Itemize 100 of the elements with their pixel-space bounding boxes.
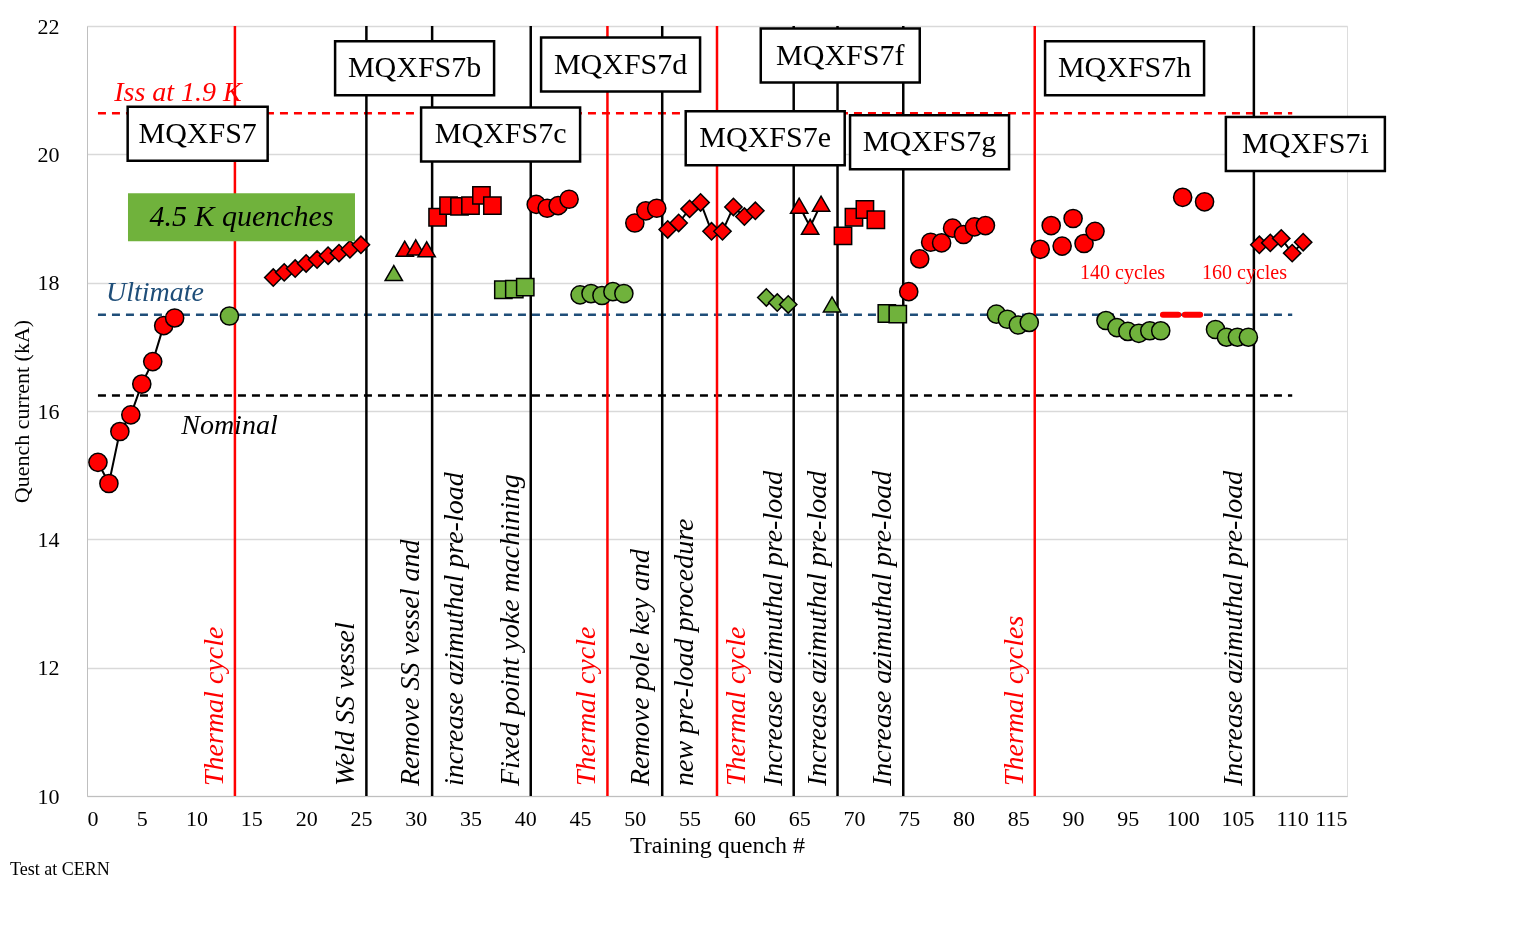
x-tick-label: 20	[295, 805, 318, 831]
point	[909, 249, 930, 269]
x-tick-label: 100	[1166, 805, 1200, 831]
point	[88, 452, 108, 473]
y-tick-label: 20	[37, 141, 60, 167]
ref-line-label: Ultimate	[105, 275, 204, 307]
point	[822, 296, 842, 313]
text: Test at CERN	[10, 859, 110, 879]
ref-line-label: Remove pole key and new pre-load procedure	[624, 518, 700, 787]
point	[975, 215, 996, 236]
point	[931, 233, 952, 253]
y-tick-label: 16	[37, 398, 60, 424]
point	[1063, 208, 1083, 229]
x-tick-label: 105	[1221, 805, 1255, 831]
point	[680, 199, 700, 219]
x-tick-label: 95	[1117, 805, 1140, 831]
x-tick-label: 75	[898, 805, 921, 831]
y-tick-label: 22	[37, 13, 60, 39]
point	[1052, 236, 1072, 256]
point	[164, 308, 185, 328]
annotation: MQXFS7i	[1242, 126, 1369, 160]
x-tick-label: 60	[733, 805, 756, 831]
point	[713, 221, 732, 241]
point	[888, 304, 908, 324]
x-tick-label: 85	[1007, 805, 1030, 831]
x-tick-label: 50	[624, 805, 647, 831]
point	[417, 241, 437, 258]
ref-line-label: Thermal cycle	[197, 626, 229, 786]
annotation: MQXFS7	[138, 115, 257, 149]
annotation: MQXFS7d	[553, 46, 688, 80]
point	[120, 405, 141, 425]
ref-line-label: Remove SS vessel and increase azimuthal pre-load	[394, 471, 470, 787]
x-tick-label: 45	[569, 805, 592, 831]
point	[1238, 327, 1259, 348]
point	[646, 198, 667, 219]
annotation: 140 cycles	[1080, 260, 1166, 284]
ref-line-label: Increase azimuthal pre-load	[1216, 469, 1248, 787]
point	[384, 264, 404, 282]
point	[833, 226, 853, 246]
x-tick-label: 110	[1276, 805, 1309, 831]
y-tick-label: 10	[37, 783, 60, 809]
ref-line-label: Thermal cycles	[997, 615, 1029, 786]
point	[1282, 243, 1302, 263]
point	[110, 421, 130, 442]
annotation: 4.5 K quenches	[149, 199, 334, 233]
x-tick-label: 70	[843, 805, 866, 831]
x-tick-label: 30	[405, 805, 428, 831]
point	[142, 351, 163, 372]
ref-line-label: Increase azimuthal pre-load	[800, 469, 832, 787]
y-tick-label: 18	[37, 270, 60, 296]
ref-line-label: Increase azimuthal pre-load	[866, 469, 898, 787]
ref-line-label: Fixed point yoke machining	[493, 474, 525, 787]
ref-line-label: Thermal cycle	[720, 626, 751, 786]
point	[219, 306, 240, 326]
point	[800, 218, 820, 236]
point	[131, 374, 152, 394]
point	[866, 210, 886, 230]
point	[724, 197, 743, 217]
y-tick-label: 14	[37, 526, 60, 552]
point	[515, 277, 535, 297]
point	[1293, 232, 1313, 252]
annotation: MQXFS7g	[862, 124, 997, 158]
point	[1271, 228, 1291, 248]
x-tick-label: 15	[240, 805, 263, 831]
point	[789, 197, 809, 214]
point	[811, 195, 831, 212]
x-tick-label: 10	[186, 805, 209, 831]
point	[1194, 192, 1215, 212]
point	[1041, 215, 1062, 236]
point	[1150, 320, 1171, 341]
point	[898, 281, 919, 302]
point	[1085, 221, 1105, 242]
point	[1172, 187, 1193, 208]
point	[559, 189, 579, 210]
point	[1030, 239, 1051, 260]
point	[99, 473, 119, 494]
point	[691, 193, 710, 212]
point	[614, 283, 634, 304]
x-tick-label: 90	[1062, 805, 1085, 831]
x-tick-label: 40	[514, 805, 537, 831]
annotation: MQXFS7f	[776, 37, 905, 71]
point	[1074, 233, 1094, 254]
x-tick-label: 35	[459, 805, 482, 831]
point	[658, 220, 678, 239]
point	[351, 235, 371, 255]
point	[1019, 312, 1040, 333]
annotation: MQXFS7c	[434, 116, 567, 150]
ref-line-label: Thermal cycle	[570, 626, 602, 786]
point	[778, 295, 798, 314]
ref-line-label: Weld SS vessel	[329, 621, 361, 786]
y-axis-title: Quench current (kA)	[8, 319, 34, 504]
x-tick-label: 65	[788, 805, 811, 831]
x-tick-label: 0	[87, 805, 99, 831]
x-axis-title: Training quench #	[629, 831, 806, 858]
annotation: MQXFS7e	[699, 120, 832, 154]
x-tick-label: 80	[953, 805, 976, 831]
ref-line-label: Increase azimuthal pre-load	[756, 469, 788, 787]
point	[482, 196, 502, 216]
x-tick-label: 5	[136, 805, 148, 831]
point	[669, 213, 689, 233]
